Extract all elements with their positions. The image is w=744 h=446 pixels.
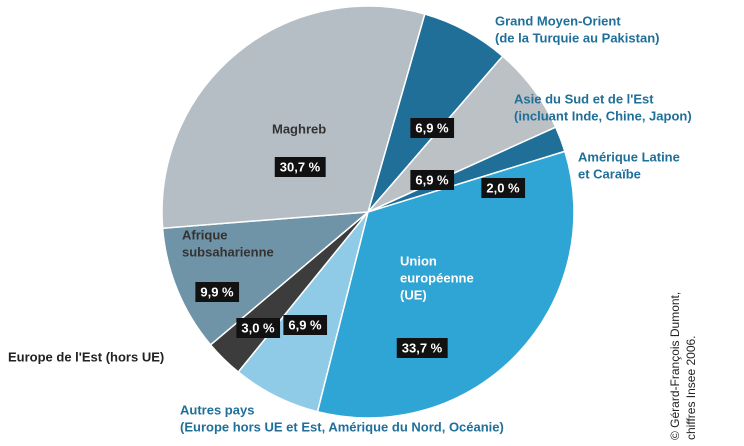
slice-name: (UE) [400,287,427,302]
value-box [481,178,526,198]
value-label: 2,0 % [486,180,520,195]
slice-name: Grand Moyen-Orient [495,13,621,28]
value-label: 6,9 % [415,120,449,135]
labels: Grand Moyen-Orient (de la Turquie au Paki… [8,13,692,434]
value-badge: 3,0 % [236,318,281,338]
slice-name: Maghreb [272,121,326,136]
value-box [283,315,328,335]
value-box [274,157,326,177]
slice [161,5,426,230]
slice-name: subsaharienne [182,244,274,259]
slice-name: Europe de l'Est (hors UE) [8,349,164,364]
slice-name: européenne [400,270,474,285]
value-label: 33,7 % [402,340,443,355]
value-badge: 6,9 % [410,118,455,138]
value-badge: 33,7 % [396,338,448,358]
credit-line: © Gérard-François Dumont, [668,292,682,440]
value-label: 3,0 % [241,320,275,335]
slice-name: Amérique Latine [578,149,680,164]
value-badge: 6,9 % [410,170,455,190]
slice [161,211,371,346]
value-badge: 6,9 % [283,315,328,335]
value-box [195,282,240,302]
credit: © Gérard-François Dumont, chiffres Insee… [668,292,698,440]
value-label: 9,9 % [200,284,234,299]
value-badge: 30,7 % [274,157,326,177]
slice [316,150,575,419]
pie [161,5,575,419]
value-box [410,118,455,138]
slice-name: (Europe hors UE et Est, Amérique du Nord… [180,419,504,434]
value-label: 6,9 % [288,317,322,332]
value-box [236,318,281,338]
slice-name: (de la Turquie au Pakistan) [495,30,659,45]
slice-name: et Caraïbe [578,166,641,181]
slice-name: Afrique [182,227,228,242]
value-label: 6,9 % [415,172,449,187]
value-badge: 9,9 % [195,282,240,302]
slice-name: Autres pays [180,402,254,417]
value-badge: 2,0 % [481,178,526,198]
value-box [396,338,448,358]
value-box [410,170,455,190]
value-label: 30,7 % [280,159,321,174]
credit-line: chiffres Insee 2006. [684,335,698,440]
slice-name: Asie du Sud et de l'Est [514,91,654,106]
slice-name: Union [400,253,437,268]
slice-name: (incluant Inde, Chine, Japon) [514,108,692,123]
